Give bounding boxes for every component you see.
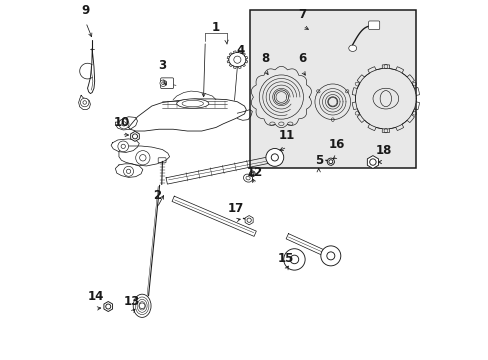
Text: 2: 2 bbox=[153, 189, 161, 202]
Ellipse shape bbox=[348, 45, 356, 51]
Polygon shape bbox=[130, 131, 139, 141]
Circle shape bbox=[123, 166, 133, 176]
Text: 1: 1 bbox=[211, 21, 220, 34]
Polygon shape bbox=[244, 216, 253, 225]
Text: 10: 10 bbox=[113, 116, 129, 129]
Circle shape bbox=[160, 80, 166, 86]
Text: 11: 11 bbox=[279, 129, 295, 142]
Text: 8: 8 bbox=[261, 52, 269, 65]
Text: 3: 3 bbox=[158, 59, 166, 72]
Text: 12: 12 bbox=[246, 166, 263, 179]
Circle shape bbox=[136, 150, 150, 165]
Ellipse shape bbox=[176, 99, 208, 108]
Circle shape bbox=[320, 246, 340, 266]
Text: 5: 5 bbox=[314, 154, 322, 167]
Circle shape bbox=[119, 119, 129, 129]
Polygon shape bbox=[104, 302, 112, 311]
Circle shape bbox=[118, 141, 128, 152]
FancyBboxPatch shape bbox=[161, 78, 173, 89]
Circle shape bbox=[283, 249, 305, 270]
Text: 13: 13 bbox=[123, 294, 139, 307]
Circle shape bbox=[139, 303, 144, 309]
Circle shape bbox=[314, 84, 350, 120]
Text: 15: 15 bbox=[277, 252, 293, 265]
FancyBboxPatch shape bbox=[368, 21, 379, 30]
Ellipse shape bbox=[133, 294, 151, 318]
Text: 6: 6 bbox=[298, 52, 306, 65]
Ellipse shape bbox=[243, 174, 252, 182]
Circle shape bbox=[265, 148, 283, 166]
Text: 14: 14 bbox=[87, 290, 103, 303]
Text: 16: 16 bbox=[328, 138, 345, 150]
Text: 17: 17 bbox=[227, 202, 243, 215]
Circle shape bbox=[80, 98, 89, 107]
Text: 18: 18 bbox=[375, 144, 391, 157]
Circle shape bbox=[326, 158, 334, 165]
Ellipse shape bbox=[228, 53, 245, 67]
Circle shape bbox=[249, 171, 255, 177]
Circle shape bbox=[355, 68, 415, 129]
Text: 7: 7 bbox=[298, 8, 306, 21]
Bar bbox=[249, 10, 415, 168]
Text: 4: 4 bbox=[236, 44, 244, 57]
FancyBboxPatch shape bbox=[158, 158, 166, 163]
Text: 9: 9 bbox=[81, 4, 90, 17]
Polygon shape bbox=[366, 156, 378, 168]
